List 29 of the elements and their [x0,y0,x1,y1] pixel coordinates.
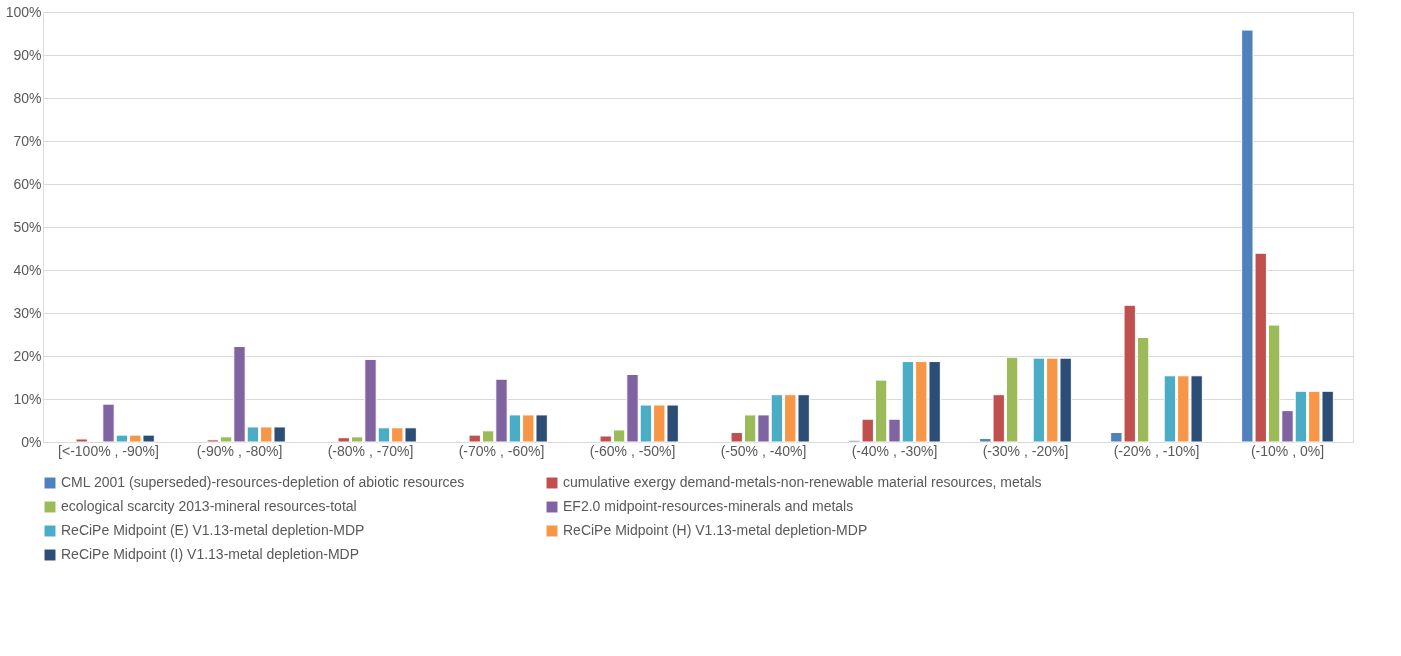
y-tick-label: 80% [13,89,42,106]
y-tick-label: 60% [13,175,42,192]
x-tick-label: (-20% , -10%] [1113,442,1200,459]
y-tick-label: 0% [21,433,42,450]
x-tick-label: (-70% , -60%] [458,442,545,459]
legend-label: ReCiPe Midpoint (H) V1.13-metal depletion-MDP [563,522,868,538]
y-tick-label: 20% [13,347,42,364]
y-tick-label: 90% [13,46,42,63]
y-tick-label: 40% [13,261,42,278]
legend-label: ecological scarcity 2013-mineral resources-total [61,498,357,514]
x-tick-label: [<-100% , -90%] [58,442,159,459]
y-tick-label: 100% [5,3,42,20]
x-tick-label: (-30% , -20%] [982,442,1069,459]
legend-label: cumulative exergy demand-metals-non-renewable material resources, metals [563,474,1042,490]
bar [75,438,88,443]
legend-label: ReCiPe Midpoint (I) V1.13-metal depletion-MDP [61,546,360,562]
legend-label: EF2.0 midpoint-resources-minerals and metals [563,498,854,514]
x-tick-label: (-50% , -40%] [720,442,807,459]
y-tick-label: 30% [13,304,42,321]
x-tick-label: (-40% , -30%] [851,442,938,459]
x-tick-label: (-90% , -80%] [196,442,283,459]
y-tick-label: 50% [13,218,42,235]
x-tick-label: (-60% , -50%] [589,442,676,459]
legend-label: ReCiPe Midpoint (E) V1.13-metal depletion-MDP [61,522,365,538]
y-tick-label: 70% [13,132,42,149]
y-tick-label: 10% [13,390,42,407]
legend-label: CML 2001 (superseded)-resources-depletion of abiotic resources [61,474,465,490]
x-tick-label: (-80% , -70%] [327,442,414,459]
x-tick-label: (-10% , 0%] [1250,442,1325,459]
